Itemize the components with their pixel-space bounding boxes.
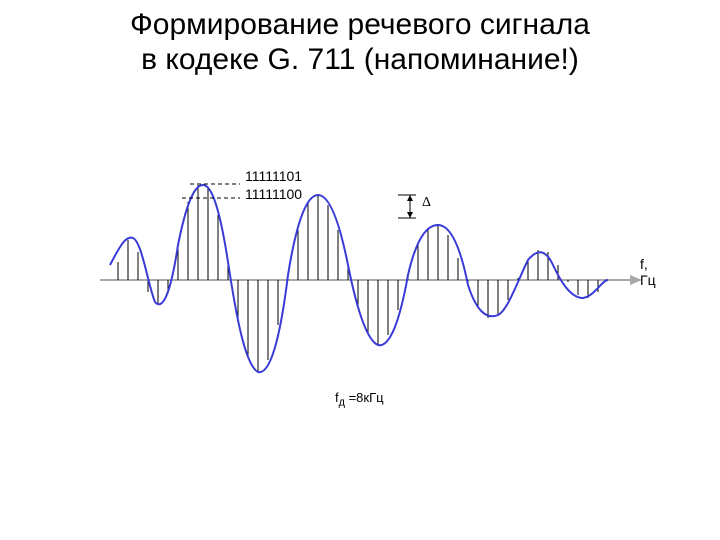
title-line-2: в кодеке G. 711 (напоминание!) bbox=[141, 43, 579, 76]
slide-title: Формирование речевого сигнала в кодеке G… bbox=[0, 8, 720, 77]
sampling-frequency-caption: fд =8кГц bbox=[335, 390, 384, 409]
x-axis-label: f, Гц bbox=[640, 256, 660, 288]
waveform-diagram: f, Гц 11111101 11111100 Δ fд =8кГц bbox=[100, 130, 660, 415]
waveform-svg bbox=[100, 130, 660, 410]
delta-label: Δ bbox=[422, 195, 431, 211]
title-line-1: Формирование речевого сигнала bbox=[130, 8, 590, 41]
quantization-code-1: 11111101 bbox=[245, 168, 302, 184]
quantization-code-2: 11111100 bbox=[245, 186, 302, 202]
